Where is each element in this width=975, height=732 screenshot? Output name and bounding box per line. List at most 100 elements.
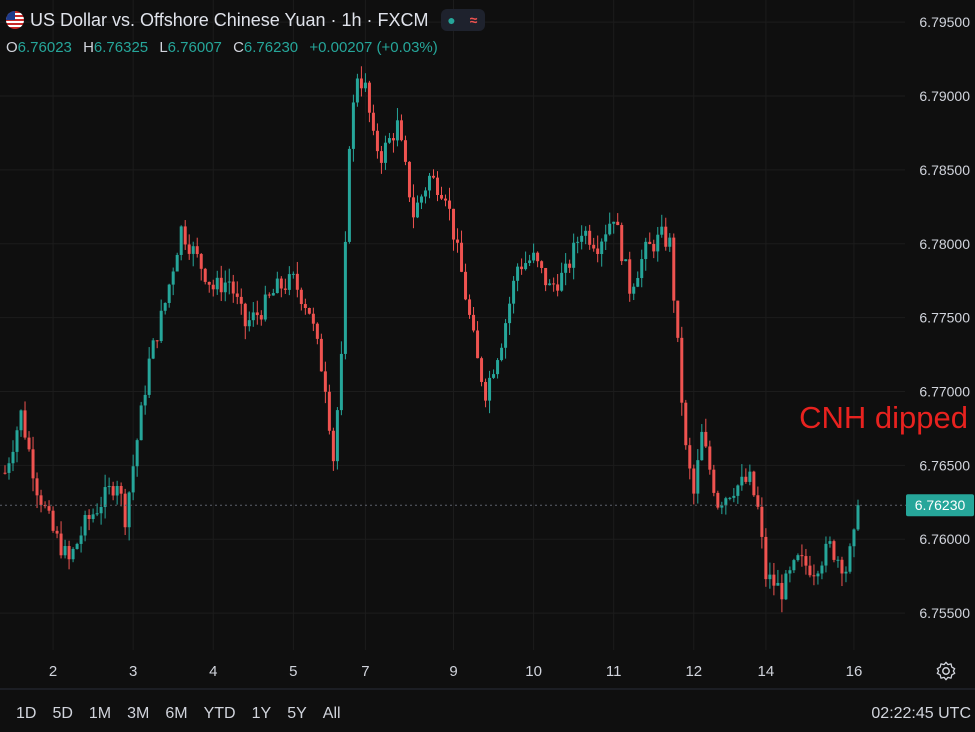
candle-body <box>724 498 728 506</box>
candle-body <box>83 515 87 536</box>
candle-body <box>95 513 99 515</box>
range-button-3m[interactable]: 3M <box>127 705 150 722</box>
x-tick-label: 2 <box>49 663 57 680</box>
candle-body <box>600 241 604 255</box>
candle-body <box>456 239 460 243</box>
y-tick-label: 6.79000 <box>919 88 970 104</box>
time-axis[interactable]: 2 3 4 5 7 9 10 11 12 14 16 <box>0 663 975 690</box>
candle-body <box>608 223 612 235</box>
candle-body <box>215 277 219 290</box>
candle-body <box>139 405 143 441</box>
symbol-title[interactable]: US Dollar vs. Offshore Chinese Yuan · 1h… <box>30 9 429 30</box>
candle-body <box>604 234 608 242</box>
candle-body <box>367 82 371 113</box>
candle-body <box>239 296 243 304</box>
candle-body <box>448 200 452 209</box>
candle-body <box>592 244 596 249</box>
candle-body <box>496 360 500 375</box>
range-button-5d[interactable]: 5D <box>52 705 73 722</box>
open-key: O <box>6 39 18 56</box>
range-button-1d[interactable]: 1D <box>16 705 37 722</box>
x-tick-label: 4 <box>209 663 217 680</box>
candle-body <box>440 194 444 199</box>
candle-body <box>696 460 700 494</box>
candle-body <box>648 241 652 245</box>
status-pill[interactable]: ● ≈ <box>440 9 485 31</box>
candle-body <box>748 471 752 482</box>
candle-body <box>351 102 355 149</box>
candle-body <box>263 294 267 320</box>
candle-body <box>508 303 512 324</box>
candle-body <box>740 476 744 486</box>
annotation-cnh-dipped: CNH dipped <box>799 400 968 435</box>
candle-body <box>371 112 375 131</box>
candle-body <box>403 140 407 162</box>
candle-body <box>616 221 620 226</box>
range-button-6m[interactable]: 6M <box>165 705 188 722</box>
candle-body <box>39 495 43 506</box>
high-key: H <box>83 39 94 56</box>
x-tick-label: 5 <box>289 663 297 680</box>
candle-body <box>287 274 291 290</box>
range-button-5y[interactable]: 5Y <box>287 705 307 722</box>
candle-body <box>415 202 419 218</box>
candle-body <box>856 505 860 530</box>
candle-body <box>588 230 592 245</box>
candle-body <box>612 221 616 224</box>
candle-body <box>159 310 163 342</box>
candle-body <box>628 259 632 294</box>
candle-body <box>536 252 540 262</box>
candle-body <box>652 244 656 252</box>
candle-body <box>235 293 239 297</box>
candle-body <box>243 303 247 327</box>
candle-body <box>175 254 179 272</box>
wave-icon[interactable]: ≈ <box>469 12 478 28</box>
price-chart[interactable]: 6.79500 6.79000 6.78500 6.78000 6.77500 6.770… <box>0 0 975 696</box>
candle-body <box>504 323 508 348</box>
candle-body <box>11 451 15 464</box>
candle-body <box>431 175 435 178</box>
price-axis[interactable]: 6.79500 6.79000 6.78500 6.78000 6.77500 6.770… <box>919 14 970 621</box>
candle-body <box>259 315 263 320</box>
candle-body <box>163 302 167 311</box>
utc-clock[interactable]: 02:22:45 UTC <box>871 705 971 722</box>
market-open-dot-icon[interactable]: ● <box>447 12 456 28</box>
range-button-1y[interactable]: 1Y <box>251 705 272 722</box>
y-tick-label: 6.78500 <box>919 162 970 178</box>
candle-body <box>319 338 323 372</box>
close-key: C <box>233 39 244 56</box>
candle-body <box>67 546 71 560</box>
candle-body <box>632 286 636 294</box>
candle-body <box>624 259 628 262</box>
candle-body <box>824 543 828 566</box>
candle-body <box>195 246 199 255</box>
candle-body <box>35 478 39 496</box>
candle-body <box>255 312 259 316</box>
candle-body <box>147 358 151 395</box>
range-button-ytd[interactable]: YTD <box>203 705 236 722</box>
candle-body <box>564 263 568 273</box>
candle-body <box>548 283 552 286</box>
candle-body <box>776 582 780 586</box>
candle-body <box>488 377 492 401</box>
candle-body <box>71 548 75 560</box>
gear-icon[interactable] <box>935 660 957 682</box>
candle-body <box>99 507 103 514</box>
candle-body <box>111 486 115 496</box>
range-button-1m[interactable]: 1M <box>88 705 112 722</box>
candle-body <box>640 259 644 279</box>
candle-body <box>552 283 556 285</box>
candle-body <box>303 304 307 308</box>
candle-body <box>283 288 287 290</box>
candle-body <box>331 430 335 462</box>
candle-body <box>275 278 279 294</box>
candle-body <box>143 394 147 406</box>
us-cn-flag-icon <box>6 11 24 29</box>
candle-body <box>423 190 427 197</box>
candle-body <box>436 177 439 195</box>
candle-body <box>311 313 315 324</box>
candle-body <box>411 197 415 218</box>
range-button-all[interactable]: All <box>322 705 341 722</box>
candle-body <box>391 138 395 141</box>
candle-body <box>576 241 580 243</box>
